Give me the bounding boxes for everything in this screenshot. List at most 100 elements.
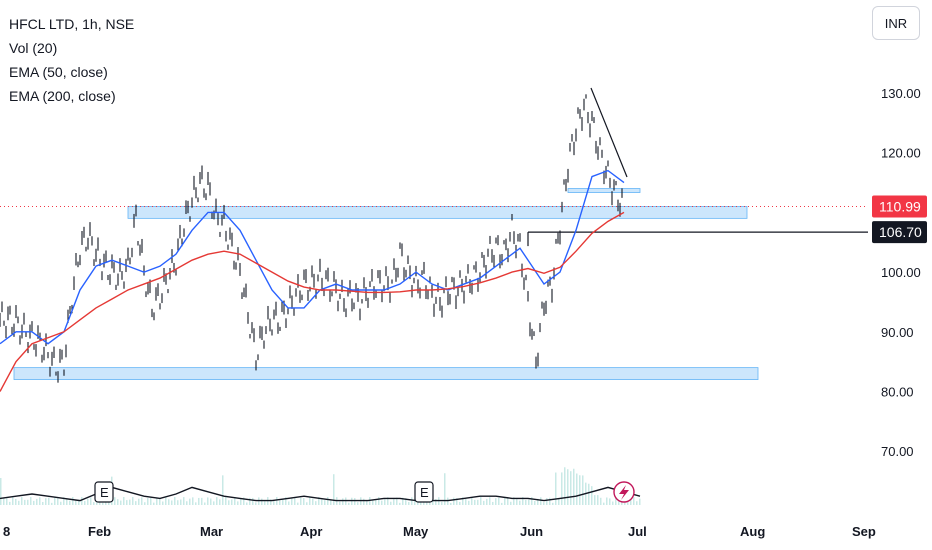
ema200-line[interactable] (0, 211, 625, 392)
volume-bar (282, 499, 284, 505)
volume-bar (342, 498, 344, 505)
volume-bar (147, 498, 149, 505)
volume-bar (306, 502, 308, 505)
volume-bar (201, 497, 203, 505)
volume-bar (444, 473, 446, 505)
volume-bar (354, 498, 356, 505)
volume-bar (519, 500, 521, 505)
volume-bar (483, 500, 485, 505)
currency-button[interactable]: INR (872, 6, 920, 40)
volume-bar (219, 499, 221, 505)
support-resistance-zone[interactable] (13, 367, 759, 380)
volume-bar (543, 502, 545, 505)
volume-bar (405, 498, 407, 505)
volume-bar (633, 497, 635, 505)
volume-bar (150, 497, 152, 505)
volume-bar (621, 500, 623, 505)
volume-bar (513, 497, 515, 505)
volume-bar (36, 498, 38, 505)
volume-bar (297, 502, 299, 505)
volume-bar (186, 501, 188, 505)
volume-bar (537, 498, 539, 505)
volume-bar (144, 502, 146, 505)
volume-bar (102, 502, 104, 505)
volume-bar (303, 497, 305, 505)
volume-bar (3, 497, 5, 505)
volume-bar (435, 499, 437, 505)
volume-bar (135, 501, 137, 505)
flash-icon-glyph (619, 485, 629, 500)
volume-bar (234, 497, 236, 505)
volume-bar (165, 497, 167, 505)
ema50-indicator-label[interactable]: EMA (50, close) (9, 64, 108, 80)
x-axis-tick-label: Jun (520, 524, 543, 539)
x-axis-tick-label: 8 (3, 524, 10, 539)
volume-bar (57, 498, 59, 505)
volume-bar (132, 497, 134, 505)
volume-bar (477, 499, 479, 505)
volume-bar (480, 497, 482, 505)
volume-bar (393, 498, 395, 505)
volume-bar (399, 502, 401, 505)
volume-bar (174, 497, 176, 505)
level-price-badge: 106.70 (879, 224, 922, 240)
volume-bar (357, 502, 359, 505)
support-resistance-zone[interactable] (127, 206, 748, 219)
volume-bar (573, 468, 575, 505)
volume-bar (75, 499, 77, 505)
x-axis-tick-label: May (403, 524, 429, 539)
volume-bar (390, 501, 392, 505)
x-axis-tick-label: Feb (88, 524, 111, 539)
volume-bar (561, 472, 563, 505)
volume-bar (375, 500, 377, 505)
volume-bar (522, 497, 524, 505)
volume-bar (528, 499, 530, 505)
volume-bar (417, 500, 419, 505)
support-resistance-zone[interactable] (567, 188, 641, 193)
volume-bar (48, 497, 50, 505)
volume-bar (456, 498, 458, 505)
volume-bar (231, 499, 233, 505)
volume-bar (141, 497, 143, 505)
volume-bar (603, 502, 605, 505)
volume-bar (279, 500, 281, 505)
volume-bar (129, 499, 131, 505)
volume-bar (615, 497, 617, 505)
volume-bar (291, 498, 293, 505)
ema50-line[interactable] (0, 169, 625, 345)
earnings-e-icon[interactable] (94, 481, 114, 503)
x-axis-tick-label: Jul (628, 524, 647, 539)
volume-bar (468, 500, 470, 505)
volume-bar (321, 499, 323, 505)
volume-indicator-label[interactable]: Vol (20) (9, 40, 58, 56)
level-price-badge-bg (872, 221, 927, 244)
volume-bar (474, 499, 476, 505)
volume-bar (228, 500, 230, 505)
earnings-e-icon[interactable] (414, 481, 434, 503)
volume-bar (534, 500, 536, 505)
volume-bar (162, 501, 164, 505)
x-axis-tick-label: Apr (300, 524, 322, 539)
volume-bar (504, 497, 506, 505)
symbol-title[interactable]: HFCL LTD, 1h, NSE (9, 16, 135, 32)
volume-bar (492, 501, 494, 505)
volume-bar (471, 497, 473, 505)
y-axis-tick-label: 80.00 (881, 385, 914, 400)
volume-bar (273, 500, 275, 505)
volume-bar (138, 498, 140, 505)
ema200-indicator-label[interactable]: EMA (200, close) (9, 88, 116, 104)
volume-bar (93, 502, 95, 505)
volume-bar (294, 497, 296, 505)
trend-line[interactable] (590, 87, 628, 178)
volume-bar (411, 497, 413, 505)
volume-bar (327, 497, 329, 505)
volume-bar (450, 502, 452, 505)
volume-bar (39, 497, 41, 505)
volume-bar (525, 499, 527, 505)
volume-bar (24, 499, 26, 505)
volume-bar (366, 501, 368, 505)
volume-bar (30, 497, 32, 505)
volume-bar (348, 502, 350, 505)
chart-legend: HFCL LTD, 1h, NSE Vol (20) EMA (50, clos… (9, 12, 134, 108)
